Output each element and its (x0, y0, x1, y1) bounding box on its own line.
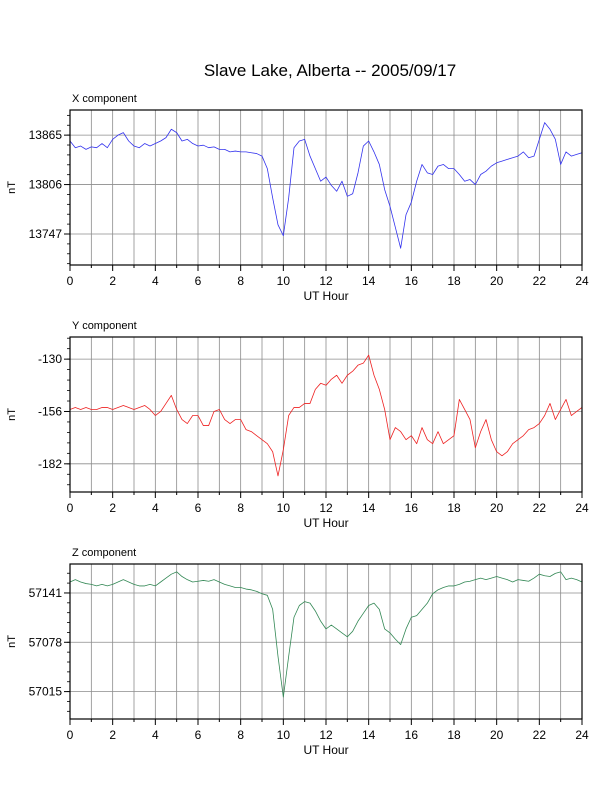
x-tick-label: 22 (533, 728, 547, 742)
x-tick-label: 0 (67, 501, 74, 515)
y-tick-label: 57141 (29, 586, 63, 600)
y-tick-label: 57078 (29, 635, 63, 649)
y-tick-label: -182 (38, 457, 62, 471)
x-tick-label: 0 (67, 728, 74, 742)
y-tick-label: -156 (38, 404, 62, 418)
y-tick-label: 13747 (29, 227, 63, 241)
x-tick-label: 22 (533, 274, 547, 288)
y-axis-label: nT (6, 635, 18, 648)
series-line (69, 571, 583, 698)
x-tick-label: 12 (319, 501, 333, 515)
y-axis-label: nT (6, 181, 18, 194)
x-tick-label: 16 (405, 728, 419, 742)
x-tick-label: 14 (362, 501, 376, 515)
y-tick-label: 13806 (29, 178, 63, 192)
x-axis-label: UT Hour (303, 743, 348, 757)
series-line (69, 122, 583, 249)
panel-title: X component (72, 93, 137, 105)
x-tick-label: 24 (575, 274, 589, 288)
x-tick-label: 24 (575, 501, 589, 515)
plot-frame (69, 109, 583, 266)
x-tick-label: 8 (237, 501, 244, 515)
x-tick-label: 18 (447, 501, 461, 515)
y-axis-label: nT (6, 408, 18, 421)
x-tick-label: 4 (152, 501, 159, 515)
x-tick-label: 6 (195, 728, 202, 742)
y-tick-label: -130 (38, 352, 62, 366)
x-tick-label: 0 (67, 274, 74, 288)
x-axis-label: UT Hour (303, 289, 348, 303)
x-tick-label: 10 (277, 728, 291, 742)
x-tick-label: 24 (575, 728, 589, 742)
x-tick-label: 6 (195, 274, 202, 288)
plot-frame (69, 563, 583, 720)
x-tick-label: 12 (319, 274, 333, 288)
y-tick-label: 57015 (29, 685, 63, 699)
x-tick-label: 2 (109, 501, 116, 515)
figure-title: Slave Lake, Alberta -- 2005/09/17 (204, 61, 456, 80)
x-tick-label: 18 (447, 274, 461, 288)
x-tick-label: 4 (152, 274, 159, 288)
y-tick-label: 13865 (29, 128, 63, 142)
x-tick-label: 8 (237, 728, 244, 742)
x-tick-label: 8 (237, 274, 244, 288)
panel-title: Z component (72, 547, 136, 559)
x-tick-label: 2 (109, 728, 116, 742)
x-tick-label: 12 (319, 728, 333, 742)
x-tick-label: 20 (490, 501, 504, 515)
x-tick-label: 18 (447, 728, 461, 742)
x-tick-label: 14 (362, 274, 376, 288)
series-line (69, 354, 583, 477)
x-tick-label: 14 (362, 728, 376, 742)
x-tick-label: 16 (405, 274, 419, 288)
x-axis-label: UT Hour (303, 516, 348, 530)
x-tick-label: 10 (277, 501, 291, 515)
x-tick-label: 6 (195, 501, 202, 515)
x-tick-label: 2 (109, 274, 116, 288)
plot-frame (69, 336, 583, 493)
x-tick-label: 4 (152, 728, 159, 742)
panel-title: Y component (72, 320, 137, 332)
x-tick-label: 16 (405, 501, 419, 515)
x-tick-label: 10 (277, 274, 291, 288)
x-tick-label: 20 (490, 274, 504, 288)
x-tick-label: 22 (533, 501, 547, 515)
x-tick-label: 20 (490, 728, 504, 742)
